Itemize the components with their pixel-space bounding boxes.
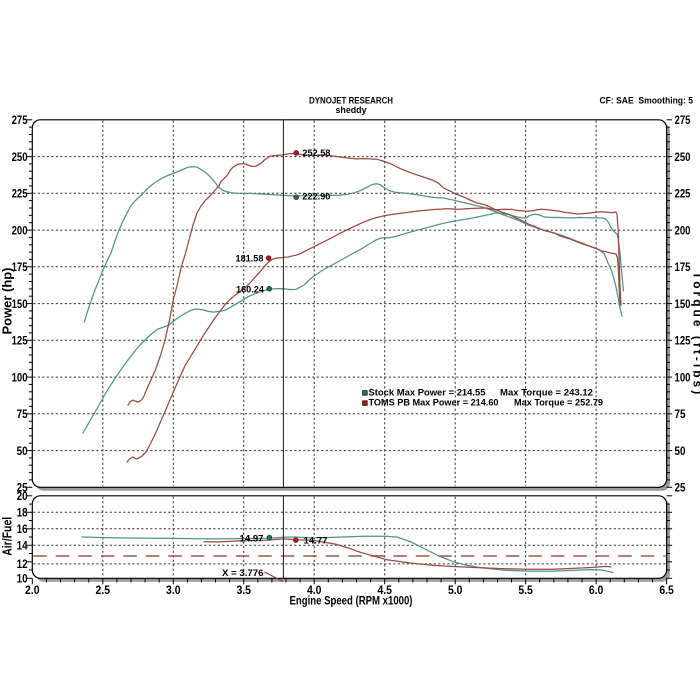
- svg-text:Max Torque = 252.79: Max Torque = 252.79: [514, 398, 603, 408]
- svg-text:100: 100: [675, 370, 691, 384]
- svg-text:18: 18: [17, 506, 28, 520]
- svg-text:160.24: 160.24: [236, 284, 265, 294]
- svg-text:6.0: 6.0: [589, 583, 604, 597]
- svg-text:50: 50: [17, 444, 28, 458]
- svg-text:4.0: 4.0: [307, 583, 322, 597]
- svg-text:250: 250: [675, 150, 691, 164]
- svg-text:250: 250: [12, 150, 28, 164]
- svg-text:150: 150: [675, 297, 691, 311]
- svg-text:Power (hp): Power (hp): [0, 268, 15, 335]
- svg-text:75: 75: [675, 407, 686, 421]
- svg-text:14.77: 14.77: [304, 536, 328, 546]
- svg-text:222.90: 222.90: [302, 192, 330, 202]
- svg-text:20: 20: [17, 489, 28, 503]
- svg-text:DYNOJET RESEARCH: DYNOJET RESEARCH: [309, 95, 393, 106]
- svg-text:200: 200: [12, 223, 28, 237]
- svg-text:25: 25: [675, 481, 686, 495]
- svg-text:25: 25: [17, 481, 28, 495]
- svg-text:75: 75: [17, 407, 28, 421]
- svg-text:125: 125: [675, 334, 691, 348]
- svg-text:225: 225: [12, 187, 28, 201]
- svg-text:5.0: 5.0: [448, 583, 463, 597]
- svg-text:2.0: 2.0: [25, 583, 40, 597]
- svg-text:6.5: 6.5: [659, 583, 674, 597]
- svg-text:2.5: 2.5: [96, 583, 111, 597]
- svg-text:10: 10: [17, 572, 28, 586]
- svg-text:Engine Speed (RPM x1000): Engine Speed (RPM x1000): [290, 594, 413, 608]
- svg-text:225: 225: [675, 187, 691, 201]
- svg-text:Air/Fuel: Air/Fuel: [0, 517, 15, 556]
- svg-text:50: 50: [675, 444, 686, 458]
- svg-text:275: 275: [12, 113, 28, 127]
- svg-text:4.5: 4.5: [377, 583, 392, 597]
- svg-text:Torque (ft-lbs): Torque (ft-lbs): [691, 272, 700, 397]
- svg-text:5.5: 5.5: [518, 583, 533, 597]
- svg-text:3.5: 3.5: [236, 583, 251, 597]
- svg-text:150: 150: [12, 297, 28, 311]
- svg-text:sheddy: sheddy: [336, 105, 368, 116]
- svg-text:14.97: 14.97: [240, 534, 264, 544]
- svg-text:3.0: 3.0: [166, 583, 181, 597]
- svg-text:275: 275: [675, 113, 691, 127]
- svg-text:CF: SAE Smoothing: 5: CF: SAE Smoothing: 5: [600, 95, 694, 106]
- svg-text:100: 100: [12, 370, 28, 384]
- svg-text:125: 125: [12, 334, 28, 348]
- svg-text:175: 175: [12, 260, 28, 274]
- svg-text:Max Torque = 243.12: Max Torque = 243.12: [500, 387, 593, 397]
- svg-text:175: 175: [675, 260, 691, 274]
- svg-text:12: 12: [17, 557, 28, 571]
- svg-text:181.58: 181.58: [236, 253, 264, 263]
- svg-text:TOMS PB Max Power = 214.60: TOMS PB Max Power = 214.60: [369, 398, 499, 408]
- svg-text:16: 16: [17, 522, 28, 536]
- svg-text:Stock Max Power = 214.55: Stock Max Power = 214.55: [369, 387, 486, 397]
- svg-text:200: 200: [675, 223, 691, 237]
- svg-text:252.58: 252.58: [302, 148, 330, 158]
- svg-text:X = 3.776: X = 3.776: [222, 568, 264, 578]
- svg-text:14: 14: [17, 539, 28, 553]
